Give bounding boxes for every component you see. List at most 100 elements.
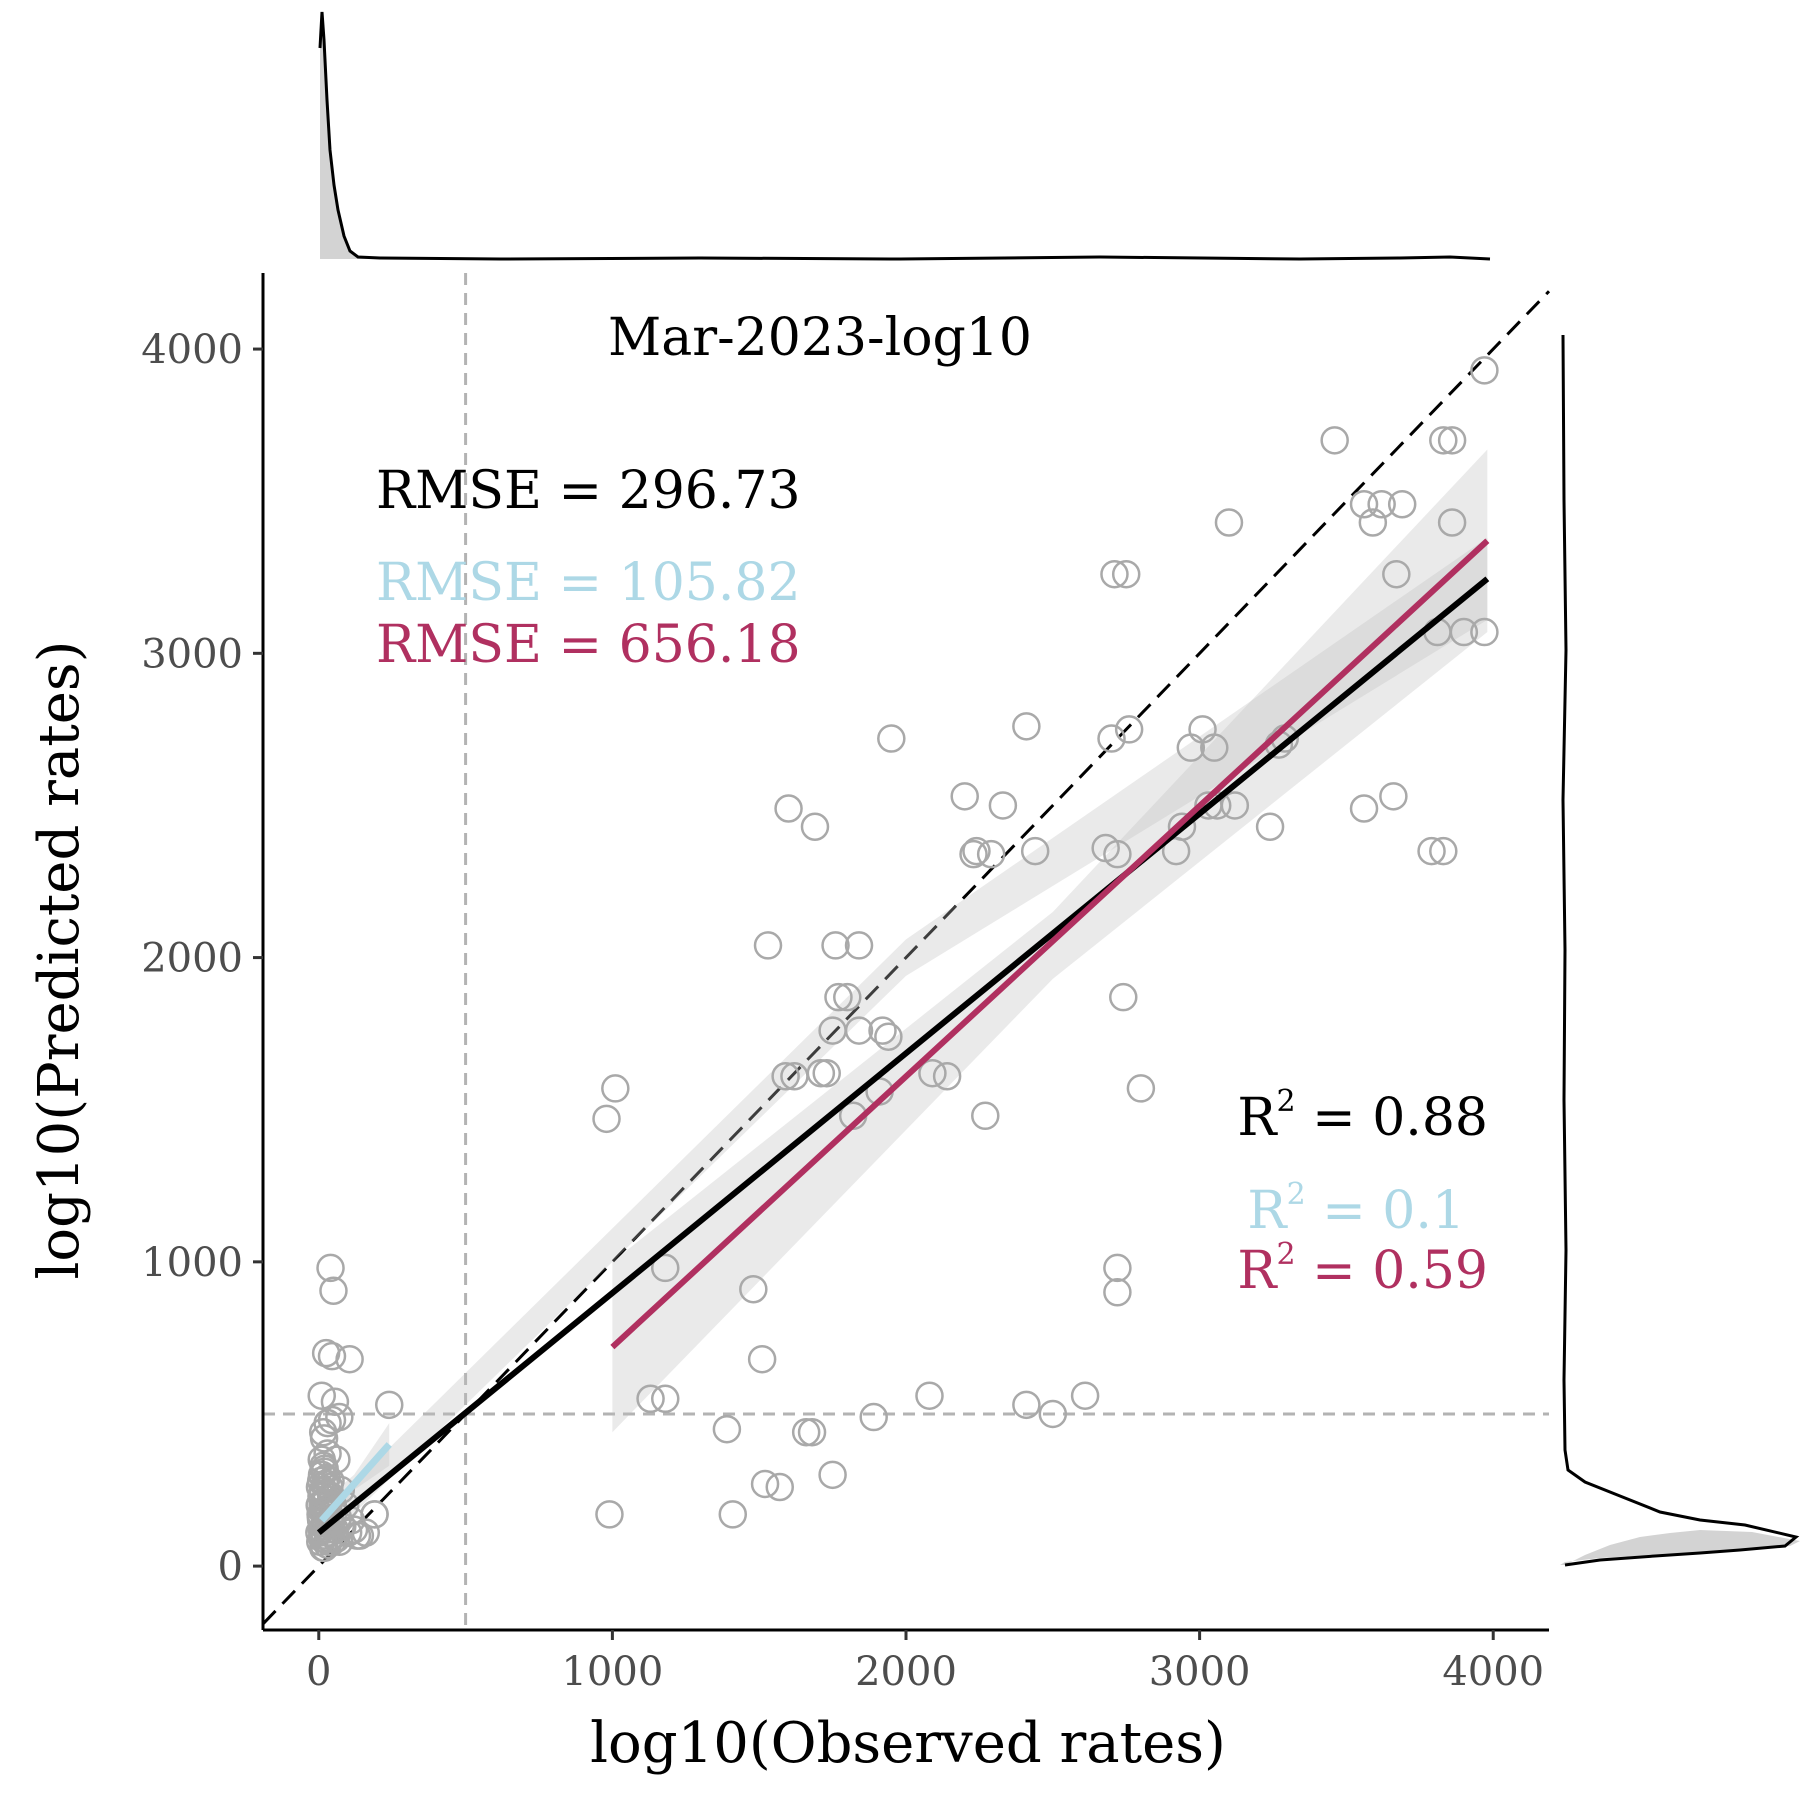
data-point: [1470, 617, 1499, 647]
data-point: [320, 1387, 350, 1417]
data-point: [339, 1515, 369, 1544]
data-point: [1100, 559, 1129, 589]
x-tick-label: 2000: [855, 1649, 957, 1695]
data-point: [313, 1439, 342, 1468]
data-point: [833, 982, 862, 1012]
data-point: [950, 782, 979, 811]
data-point: [1417, 836, 1446, 866]
x-tick-label: 0: [306, 1649, 331, 1695]
data-point: [1387, 489, 1417, 519]
x-axis-title: log10(Observed rates): [590, 1711, 1226, 1776]
x-tick-label: 3000: [1149, 1649, 1251, 1695]
data-point: [375, 1390, 404, 1420]
data-point: [317, 1405, 347, 1435]
data-point: [1020, 836, 1050, 866]
y-tick-label: 2000: [141, 936, 243, 982]
data-point: [1367, 489, 1396, 519]
data-point: [859, 1402, 888, 1432]
data-point: [595, 1500, 624, 1529]
data-point: [747, 1344, 777, 1374]
data-point: [915, 1381, 944, 1410]
data-point: [1012, 1390, 1041, 1420]
data-point: [844, 1016, 874, 1045]
data-point: [335, 1344, 364, 1374]
data-point: [307, 1381, 336, 1410]
data-point: [592, 1104, 621, 1134]
data-point: [636, 1384, 665, 1414]
data-point: [806, 1058, 836, 1088]
data-point: [962, 836, 991, 866]
data-point: [874, 1022, 903, 1051]
data-point: [988, 791, 1018, 820]
data-point: [1382, 559, 1411, 589]
data-point: [868, 1016, 897, 1045]
y-tick-label: 0: [218, 1544, 243, 1590]
data-point: [316, 1253, 345, 1283]
y-axis-ticks: 0 1000 2000 3000 4000: [141, 327, 263, 1590]
data-point: [1358, 508, 1388, 537]
data-point: [800, 812, 830, 842]
r2-high-label: R2 = 0.59: [1237, 1237, 1488, 1301]
data-point: [1429, 836, 1458, 866]
rmse-low-label: RMSE = 105.82: [376, 553, 801, 613]
data-point: [1320, 426, 1349, 455]
data-point: [1111, 559, 1141, 589]
data-point: [650, 1384, 680, 1414]
data-point: [932, 1061, 962, 1091]
data-point: [309, 1424, 339, 1453]
data-point: [314, 1527, 343, 1557]
data-point: [360, 1500, 389, 1529]
data-point: [319, 1276, 348, 1305]
data-point: [797, 1417, 827, 1447]
data-point: [345, 1521, 375, 1550]
data-point: [1437, 508, 1467, 537]
axes: 0 1000 2000 3000 4000 0 1000 2000 3000 4000: [141, 273, 1549, 1695]
ci-band-all: [318, 537, 1488, 1548]
data-point: [765, 1472, 794, 1502]
data-point: [1103, 1253, 1132, 1283]
y-axis-title: log10(Predicted rates): [27, 641, 92, 1280]
chart-title: Mar-2023-log10: [608, 308, 1032, 368]
data-point: [750, 1469, 780, 1499]
data-point: [976, 839, 1006, 869]
data-point: [601, 1074, 630, 1103]
data-point: [1103, 839, 1132, 869]
data-point: [712, 1414, 742, 1444]
y-marginal-density: [1560, 334, 1800, 1567]
data-point: [316, 1466, 345, 1496]
x-marginal-density: [318, 11, 1491, 261]
data-point: [877, 724, 906, 753]
x-density-fill: [320, 12, 1490, 259]
data-points: [305, 356, 1499, 1563]
data-point: [771, 1061, 800, 1091]
x-axis-ticks: 0 1000 2000 3000 4000: [306, 1630, 1544, 1695]
data-point: [918, 1058, 947, 1088]
x-tick-label: 1000: [561, 1649, 663, 1695]
data-point: [1038, 1399, 1068, 1429]
data-point: [1349, 794, 1379, 823]
data-point: [753, 931, 783, 960]
y-tick-label: 4000: [141, 327, 243, 373]
data-point: [821, 931, 850, 960]
data-point: [317, 1341, 347, 1371]
data-point: [1070, 1381, 1100, 1410]
fit-line-high: [610, 538, 1490, 1350]
y-tick-label: 1000: [141, 1240, 243, 1286]
data-point: [1097, 724, 1126, 753]
rmse-high-label: RMSE = 656.18: [376, 615, 801, 675]
data-point: [818, 1460, 847, 1490]
data-point: [1167, 812, 1197, 842]
fit-line-all: [316, 576, 1490, 1535]
data-point: [1255, 812, 1285, 842]
data-point: [1214, 508, 1244, 537]
data-point: [812, 1058, 841, 1088]
r2-all-label: R2 = 0.88: [1237, 1084, 1488, 1148]
data-point: [718, 1500, 748, 1529]
data-point: [791, 1417, 821, 1447]
data-point: [1379, 782, 1408, 811]
data-point: [1114, 715, 1144, 744]
data-point: [1220, 791, 1250, 820]
data-point: [739, 1274, 768, 1304]
y-density-curve: [1561, 334, 1800, 1567]
